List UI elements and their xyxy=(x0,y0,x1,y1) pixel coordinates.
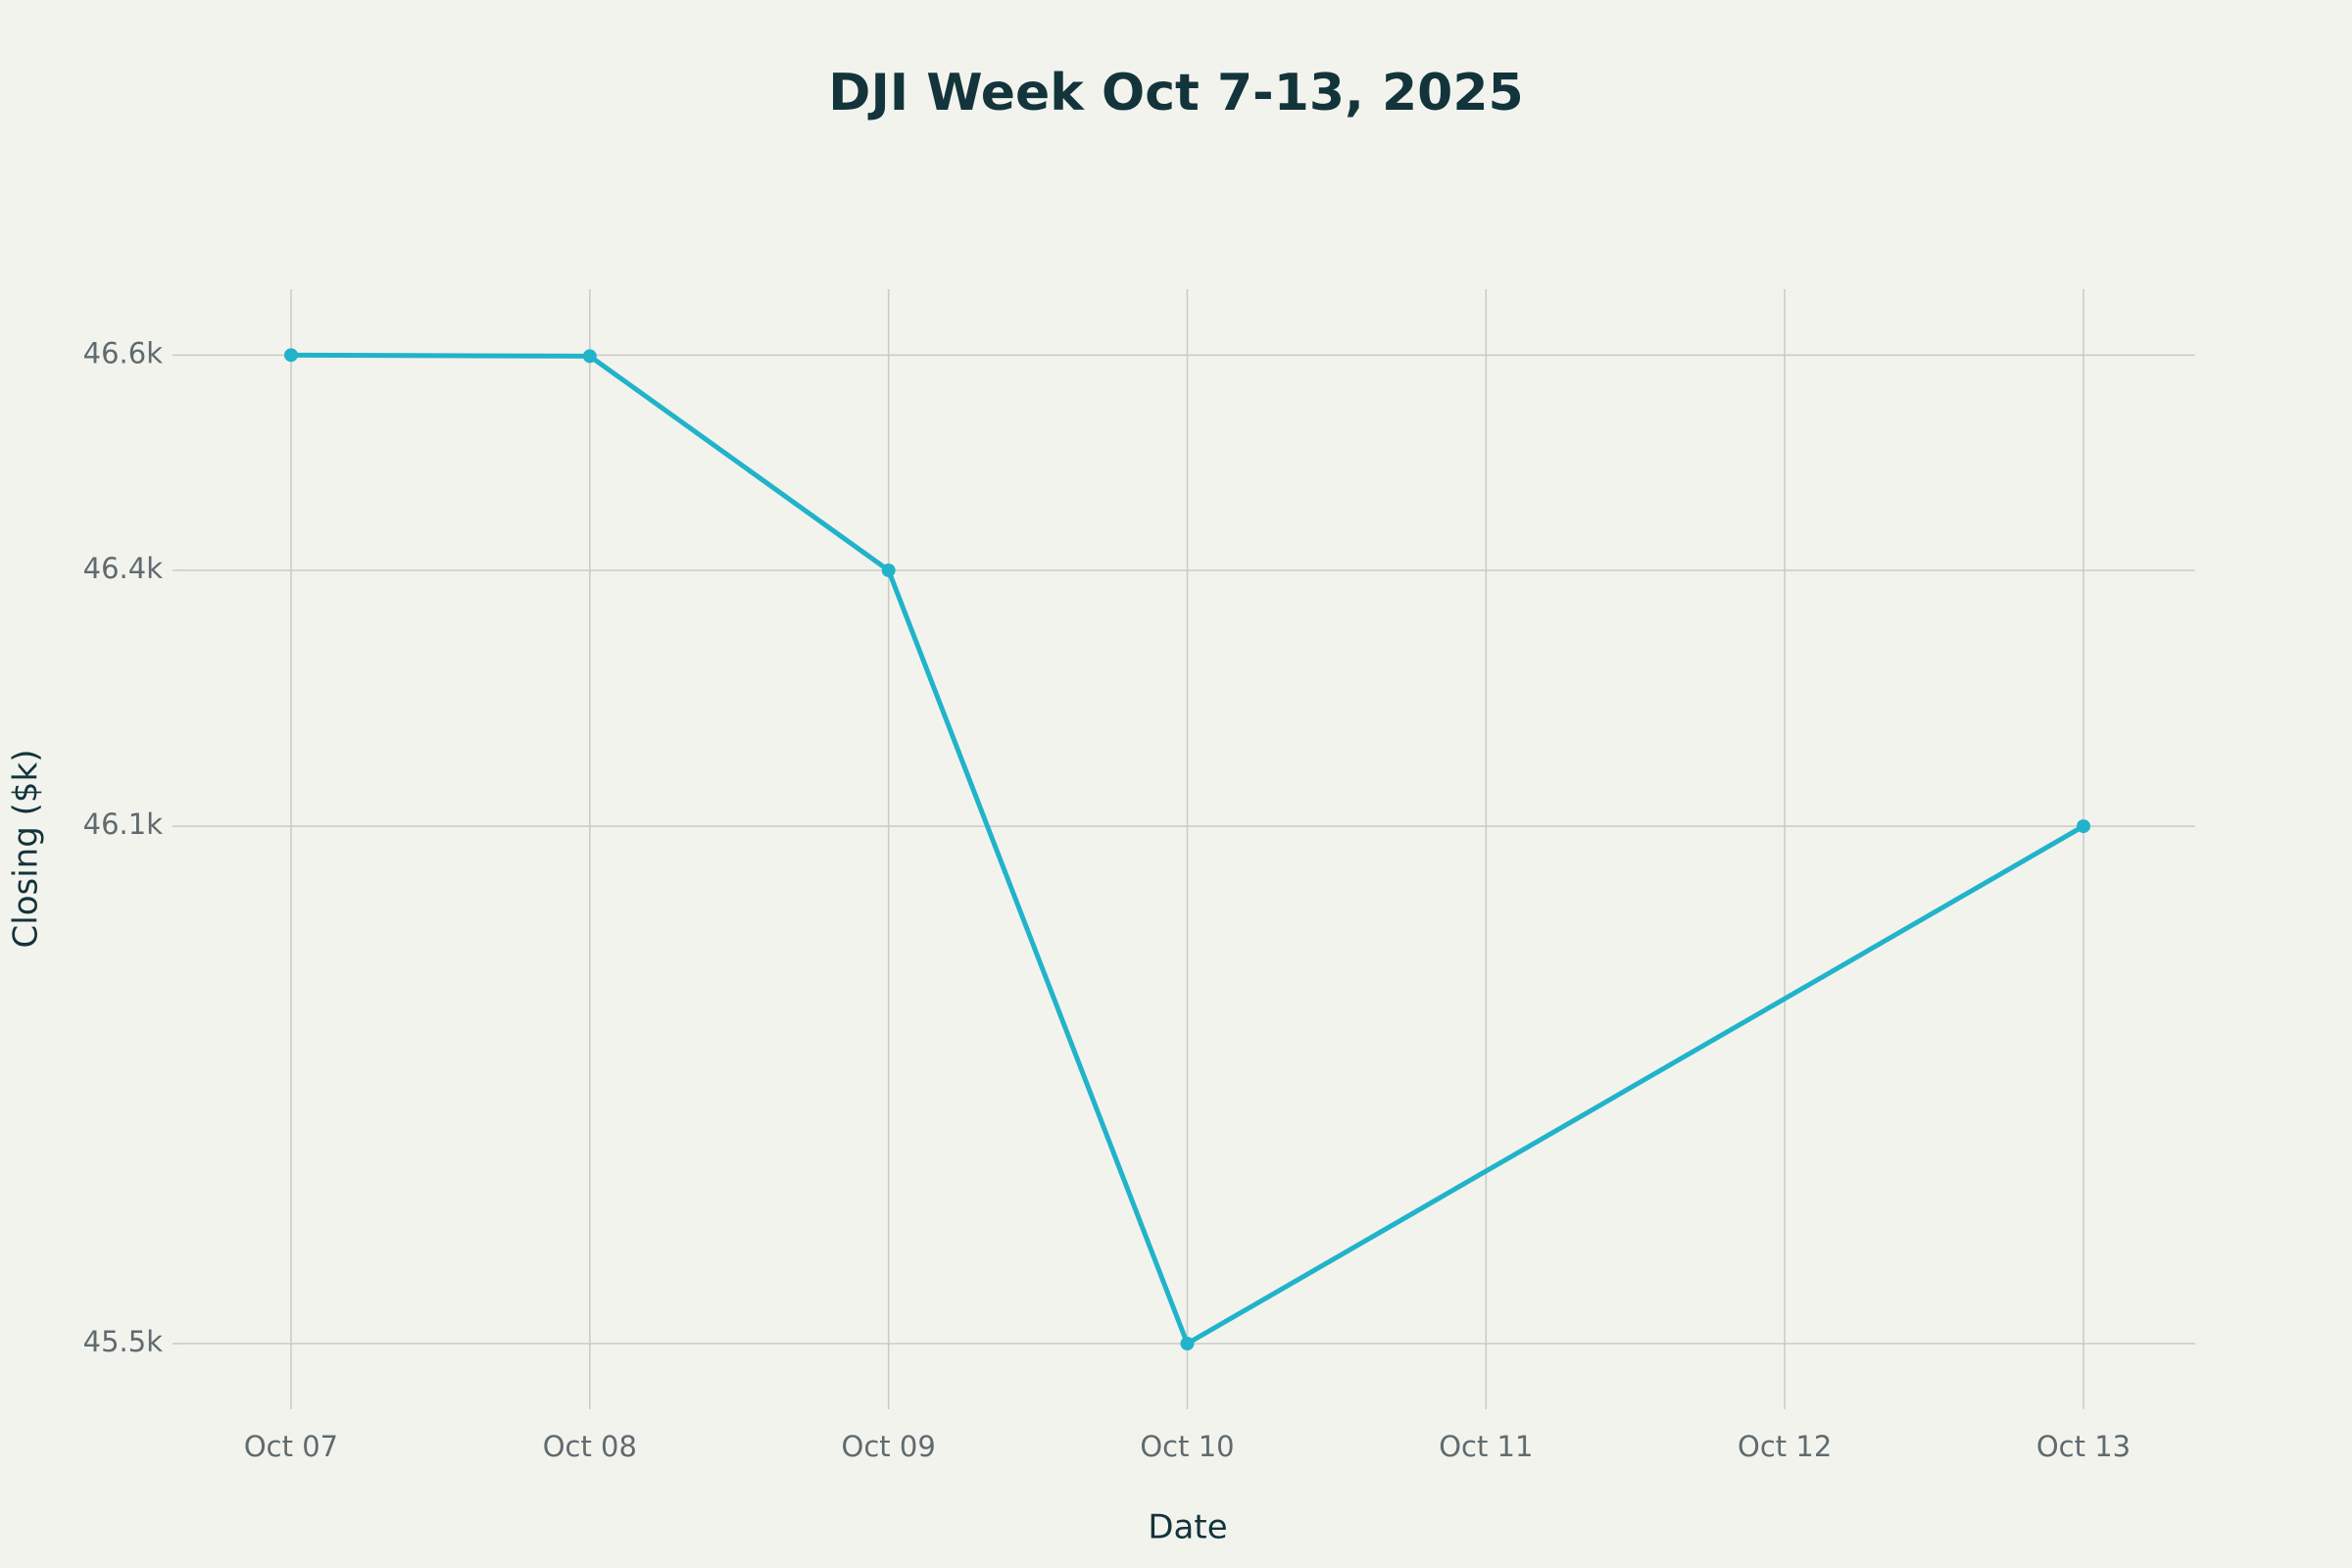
y-tick-label: 45.5k xyxy=(83,1325,164,1358)
x-tick-label: Oct 10 xyxy=(1140,1430,1234,1463)
x-axis-title: Date xyxy=(1148,1508,1227,1547)
y-axis-title: Closing ($k) xyxy=(7,750,46,949)
y-tick-label: 46.1k xyxy=(83,808,164,841)
data-point xyxy=(2077,819,2090,834)
data-point xyxy=(1180,1337,1195,1351)
x-tick-label: Oct 09 xyxy=(842,1430,936,1463)
x-tick-label: Oct 12 xyxy=(1738,1430,1832,1463)
chart-title: DJI Week Oct 7-13, 2025 xyxy=(828,64,1523,122)
x-tick-label: Oct 08 xyxy=(543,1430,637,1463)
x-tick-label: Oct 13 xyxy=(2036,1430,2131,1463)
data-point xyxy=(582,349,597,364)
data-point xyxy=(284,348,298,363)
x-tick-label: Oct 07 xyxy=(244,1430,338,1463)
x-tick-label: Oct 11 xyxy=(1439,1430,1533,1463)
y-tick-label: 46.6k xyxy=(83,336,164,369)
data-point xyxy=(881,563,896,577)
y-tick-label: 46.4k xyxy=(83,552,164,585)
